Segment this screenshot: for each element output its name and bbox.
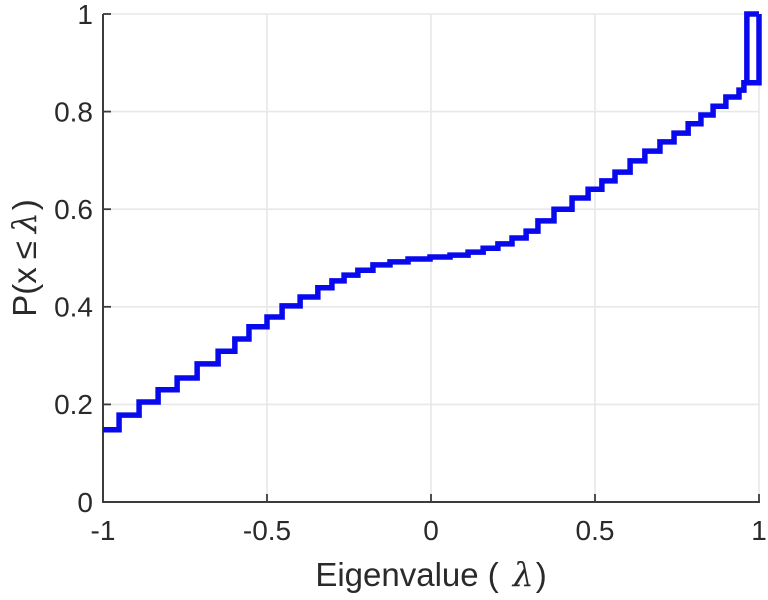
lambda-symbol: λ xyxy=(5,212,44,235)
cdf-curve xyxy=(103,11,762,433)
curve-layer xyxy=(103,11,762,433)
y-axis-label: P(x≤λ) xyxy=(5,199,44,317)
y-tick-label: 0.4 xyxy=(54,292,93,323)
y-tick-label: 0.2 xyxy=(54,389,93,420)
y-tick-label: 0.8 xyxy=(54,96,93,127)
lambda-symbol: λ xyxy=(511,555,534,594)
grid-layer xyxy=(103,13,760,502)
x-axis-label: Eigenvalue (λ) xyxy=(315,555,546,594)
x-tick-label: -1 xyxy=(91,515,116,546)
x-tick-label: 1 xyxy=(751,515,767,546)
tick-label-layer: 0 0.2 0.4 0.6 0.8 1 -1 -0.5 0 0.5 1 xyxy=(54,0,767,546)
x-tick-label: -0.5 xyxy=(243,515,291,546)
x-tick-label: 0.5 xyxy=(576,515,615,546)
x-tick-label: 0 xyxy=(423,515,439,546)
y-tick-label: 1 xyxy=(77,0,93,30)
y-tick-label: 0.6 xyxy=(54,194,93,225)
leq-symbol: ≤ xyxy=(6,241,43,259)
axis-layer xyxy=(102,13,760,503)
y-tick-label: 0 xyxy=(77,487,93,518)
